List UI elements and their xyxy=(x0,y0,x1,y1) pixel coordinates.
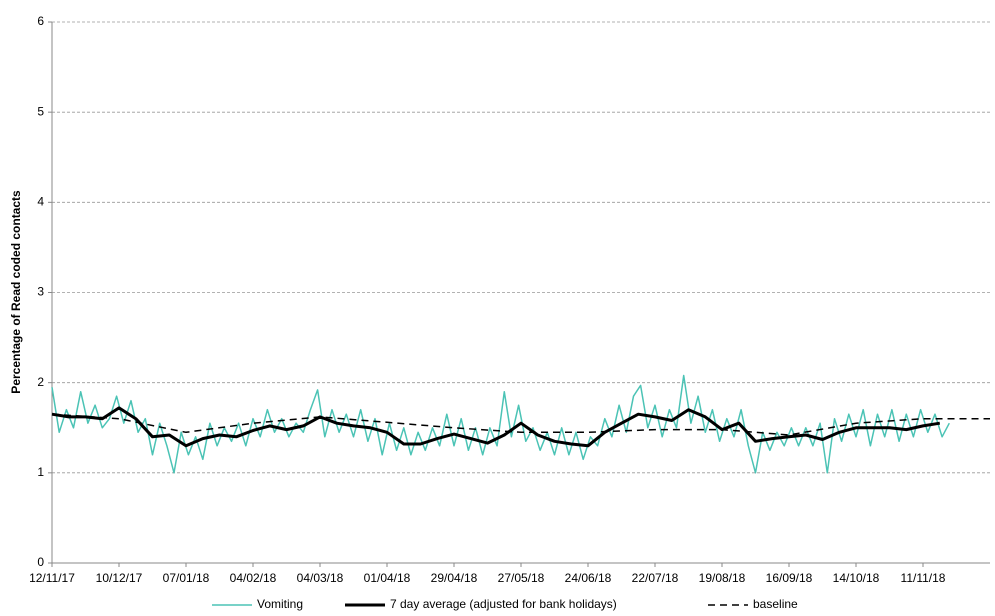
y-axis-label: Percentage of Read coded contacts xyxy=(9,190,23,394)
legend-label: 7 day average (adjusted for bank holiday… xyxy=(390,597,617,611)
x-tick-label: 16/09/18 xyxy=(766,571,813,585)
y-tick-label: 1 xyxy=(37,465,44,479)
x-tick-label: 04/03/18 xyxy=(297,571,344,585)
x-tick-label: 11/11/18 xyxy=(901,571,946,585)
y-tick-label: 4 xyxy=(37,195,44,209)
x-tick-label: 24/06/18 xyxy=(565,571,612,585)
y-tick-label: 0 xyxy=(37,555,44,569)
x-tick-label: 04/02/18 xyxy=(230,571,277,585)
x-tick-label: 27/05/18 xyxy=(498,571,545,585)
series-line xyxy=(51,374,950,474)
legend-label: Vomiting xyxy=(257,597,303,611)
x-tick-label: 14/10/18 xyxy=(833,571,880,585)
x-tick-label: 07/01/18 xyxy=(163,571,210,585)
legend-label: baseline xyxy=(753,597,798,611)
series-line xyxy=(51,413,990,436)
y-tick-label: 5 xyxy=(37,104,44,118)
x-tick-label: 29/04/18 xyxy=(431,571,478,585)
y-tick-label: 6 xyxy=(37,14,44,28)
x-tick-label: 22/07/18 xyxy=(632,571,679,585)
y-tick-label: 2 xyxy=(37,375,44,389)
series-line xyxy=(51,406,941,448)
x-tick-label: 19/08/18 xyxy=(699,571,746,585)
y-tick-label: 3 xyxy=(37,285,44,299)
x-tick-label: 12/11/17 xyxy=(29,571,75,585)
x-tick-label: 01/04/18 xyxy=(364,571,411,585)
x-tick-label: 10/12/17 xyxy=(96,571,143,585)
